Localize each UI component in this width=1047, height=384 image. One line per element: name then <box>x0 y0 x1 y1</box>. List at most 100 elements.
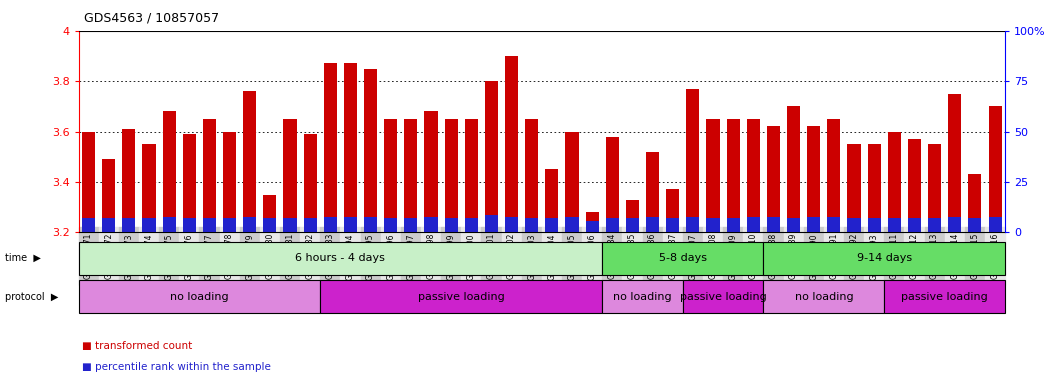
Bar <box>223 131 237 232</box>
Text: 5-8 days: 5-8 days <box>659 253 707 263</box>
Bar <box>103 159 115 232</box>
Bar <box>827 119 841 232</box>
Bar <box>142 218 156 232</box>
Bar <box>763 242 1005 275</box>
Bar <box>526 119 538 232</box>
Bar <box>142 144 156 232</box>
Bar <box>565 131 579 232</box>
Bar <box>747 119 760 232</box>
Text: 9-14 days: 9-14 days <box>856 253 912 263</box>
Bar <box>404 218 418 232</box>
Text: passive loading: passive loading <box>418 291 505 302</box>
Bar <box>424 111 438 232</box>
Text: passive loading: passive loading <box>680 291 766 302</box>
Bar <box>243 217 257 232</box>
Bar <box>545 218 558 232</box>
Bar <box>384 218 397 232</box>
Bar <box>122 129 135 232</box>
Text: passive loading: passive loading <box>901 291 988 302</box>
Bar <box>162 217 176 232</box>
Bar <box>908 218 921 232</box>
Bar <box>404 119 418 232</box>
Bar <box>707 218 719 232</box>
Bar <box>304 134 317 232</box>
Bar <box>485 81 498 232</box>
Bar <box>606 137 619 232</box>
Bar <box>79 242 602 275</box>
Bar <box>284 218 296 232</box>
Bar <box>766 217 780 232</box>
Bar <box>545 169 558 232</box>
Bar <box>928 144 941 232</box>
Text: GDS4563 / 10857057: GDS4563 / 10857057 <box>84 12 219 25</box>
Bar <box>343 63 357 232</box>
Text: no loading: no loading <box>795 291 853 302</box>
Bar <box>465 218 477 232</box>
Bar <box>868 144 881 232</box>
Bar <box>683 280 763 313</box>
Bar <box>122 218 135 232</box>
Bar <box>223 218 237 232</box>
Bar <box>968 218 981 232</box>
Bar <box>183 218 196 232</box>
Text: ■ transformed count: ■ transformed count <box>82 341 192 351</box>
Bar <box>364 217 377 232</box>
Bar <box>602 280 683 313</box>
Bar <box>103 218 115 232</box>
Text: no loading: no loading <box>614 291 672 302</box>
Bar <box>565 217 579 232</box>
Bar <box>687 217 699 232</box>
Bar <box>445 119 458 232</box>
Bar <box>384 119 397 232</box>
Bar <box>82 131 95 232</box>
Bar <box>445 218 458 232</box>
Bar <box>343 217 357 232</box>
Bar <box>284 119 296 232</box>
Bar <box>606 218 619 232</box>
Bar <box>787 106 800 232</box>
Bar <box>847 218 861 232</box>
Bar <box>888 218 900 232</box>
Bar <box>888 131 900 232</box>
Text: no loading: no loading <box>170 291 228 302</box>
Bar <box>766 126 780 232</box>
Bar <box>264 195 276 232</box>
Bar <box>243 91 257 232</box>
Bar <box>763 280 885 313</box>
Bar <box>747 217 760 232</box>
Bar <box>264 218 276 232</box>
Bar <box>646 152 660 232</box>
Text: ■ percentile rank within the sample: ■ percentile rank within the sample <box>82 362 270 372</box>
Bar <box>626 218 639 232</box>
Bar <box>424 217 438 232</box>
Bar <box>646 217 660 232</box>
Bar <box>827 217 841 232</box>
Bar <box>727 119 740 232</box>
Bar <box>687 89 699 232</box>
Bar <box>988 217 1002 232</box>
Bar <box>807 126 820 232</box>
Bar <box>526 218 538 232</box>
Bar <box>82 218 95 232</box>
Bar <box>203 218 216 232</box>
Bar <box>505 56 518 232</box>
Bar <box>505 217 518 232</box>
Bar <box>324 217 337 232</box>
Bar <box>666 218 680 232</box>
Bar <box>324 63 337 232</box>
Bar <box>807 217 820 232</box>
Bar <box>988 106 1002 232</box>
Bar <box>320 280 602 313</box>
Bar <box>868 218 881 232</box>
Bar <box>626 200 639 232</box>
Bar <box>203 119 216 232</box>
Bar <box>79 280 320 313</box>
Bar <box>968 174 981 232</box>
Bar <box>727 218 740 232</box>
Bar <box>485 215 498 232</box>
Bar <box>787 218 800 232</box>
Bar <box>928 218 941 232</box>
Bar <box>908 139 921 232</box>
Bar <box>707 119 719 232</box>
Bar <box>585 212 599 232</box>
